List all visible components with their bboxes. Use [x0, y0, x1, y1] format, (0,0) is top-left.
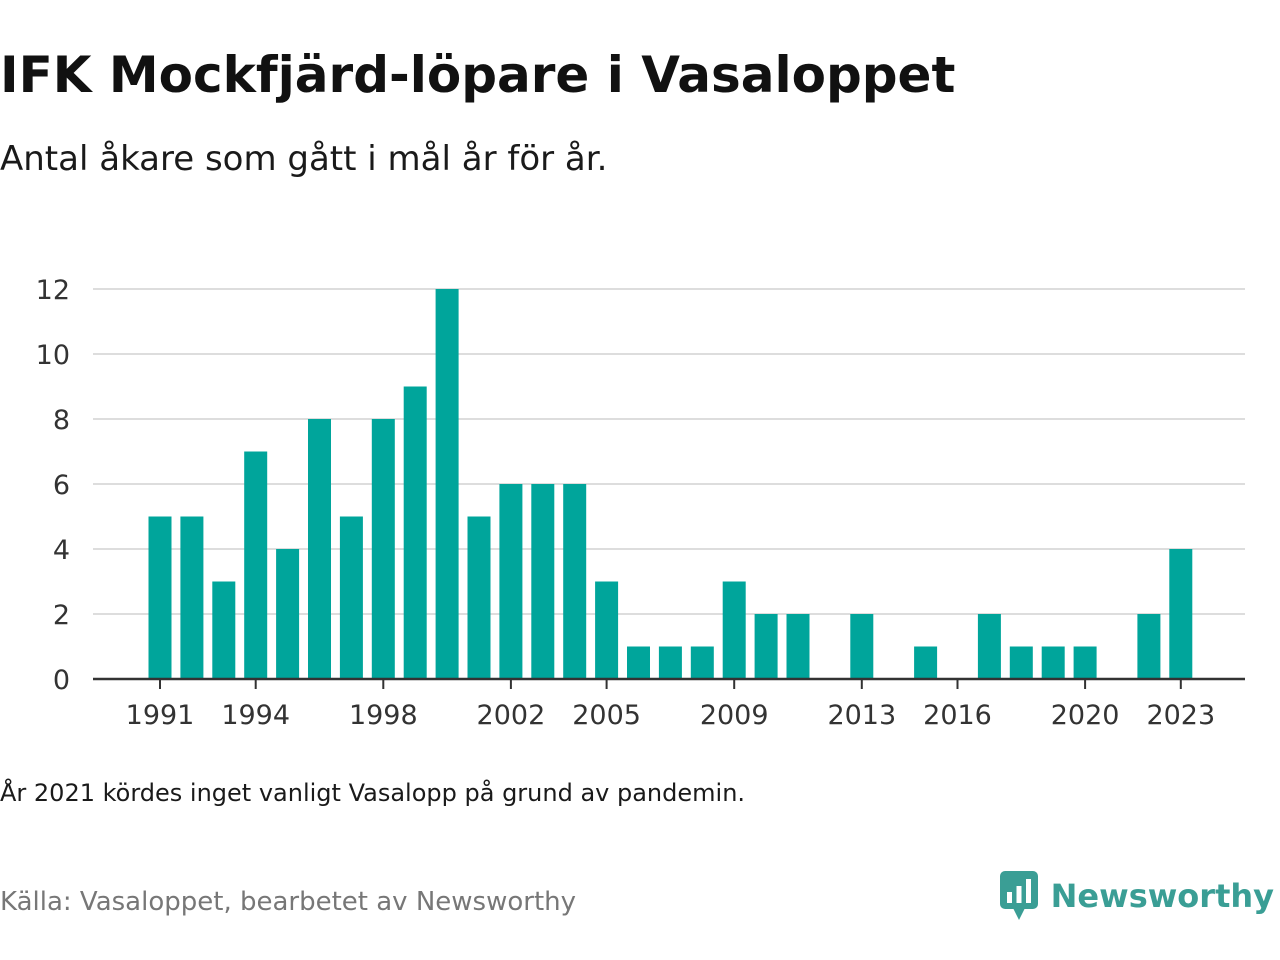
bar-2009 [722, 581, 746, 679]
y-axis-tick-labels: 0 2 4 6 8 10 12 [36, 275, 70, 696]
bar-2004 [563, 484, 587, 679]
bar-2006 [627, 646, 650, 679]
bar-1993 [212, 581, 236, 679]
bar-2020 [1073, 646, 1097, 679]
y-tick-label-6: 6 [53, 470, 70, 501]
chart-footnote: År 2021 kördes inget vanligt Vasalopp på… [0, 779, 746, 807]
bar-1991 [148, 516, 172, 679]
x-tick-label-2023: 2023 [1146, 700, 1215, 731]
bar-2023 [1169, 549, 1193, 679]
bar-1997 [339, 516, 363, 679]
bar-2008 [690, 646, 714, 679]
bar-2011 [786, 614, 810, 679]
x-tick-label-2009: 2009 [700, 700, 769, 731]
bar-2003 [531, 484, 555, 679]
bars [148, 289, 1193, 679]
bar-chart-speech-bubble-icon [999, 871, 1038, 920]
y-tick-label-0: 0 [53, 665, 70, 696]
x-tick-label-1991: 1991 [126, 700, 195, 731]
bar-2019 [1041, 646, 1065, 679]
bar-chart: 0 2 4 6 8 10 12 1991 1994 1998 2002 2005 2009 2013 20… [36, 275, 1245, 731]
y-tick-label-10: 10 [36, 340, 70, 371]
brand-logo: Newsworthy [999, 868, 1274, 924]
x-tick-label-2013: 2013 [827, 700, 896, 731]
x-tick-label-1998: 1998 [349, 700, 418, 731]
bar-1992 [180, 516, 204, 679]
y-tick-label-2: 2 [53, 600, 70, 631]
bar-2005 [595, 581, 619, 679]
bar-2018 [1009, 646, 1033, 679]
bar-2022 [1137, 614, 1161, 679]
brand-name: Newsworthy [1050, 877, 1274, 915]
bar-1995 [276, 549, 300, 679]
bar-1994 [244, 451, 268, 679]
bar-1998 [371, 419, 395, 679]
bar-2000 [435, 289, 459, 679]
x-tick-label-2002: 2002 [477, 700, 546, 731]
x-axis-tick-labels: 1991 1994 1998 2002 2005 2009 2013 2016 2020 2023 [126, 700, 1216, 731]
x-tick-label-1994: 1994 [221, 700, 290, 731]
x-tick-label-2005: 2005 [572, 700, 641, 731]
y-tick-label-8: 8 [53, 405, 70, 436]
bar-2015 [914, 646, 938, 679]
source-credit: Källa: Vasaloppet, bearbetet av Newswort… [0, 887, 576, 917]
bar-1999 [403, 386, 427, 679]
x-axis [93, 677, 1245, 689]
chart-title: IFK Mockfjärd-löpare i Vasaloppet [0, 46, 956, 104]
y-tick-label-12: 12 [36, 275, 70, 306]
chart-subtitle: Antal åkare som gått i mål år för år. [0, 139, 608, 179]
bar-2002 [499, 484, 523, 679]
x-tick-label-2016: 2016 [923, 700, 992, 731]
bar-2017 [977, 614, 1001, 679]
bar-2007 [658, 646, 682, 679]
y-tick-label-4: 4 [53, 535, 70, 566]
bar-2010 [754, 614, 778, 679]
x-tick-label-2020: 2020 [1051, 700, 1120, 731]
bar-2013 [850, 614, 874, 679]
bar-1996 [308, 419, 331, 679]
bar-2001 [467, 516, 491, 679]
